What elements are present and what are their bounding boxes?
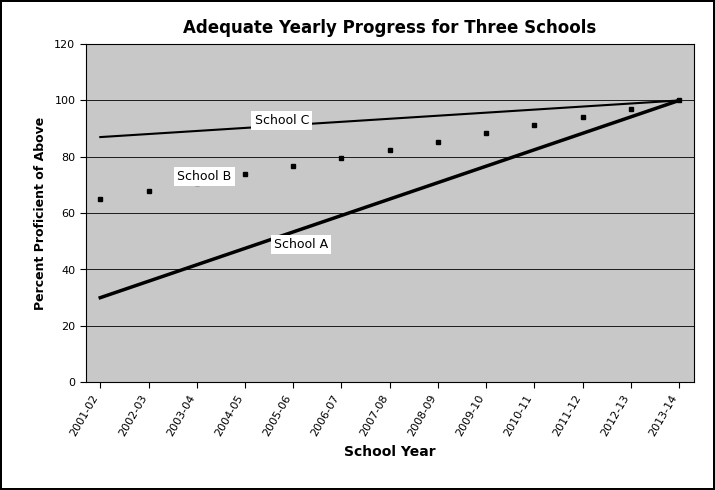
Text: School B: School B (177, 170, 232, 183)
Y-axis label: Percent Proficient of Above: Percent Proficient of Above (34, 117, 47, 310)
Text: School A: School A (274, 238, 328, 251)
X-axis label: School Year: School Year (344, 445, 435, 459)
Text: School C: School C (255, 114, 309, 127)
Title: Adequate Yearly Progress for Three Schools: Adequate Yearly Progress for Three Schoo… (183, 19, 596, 37)
